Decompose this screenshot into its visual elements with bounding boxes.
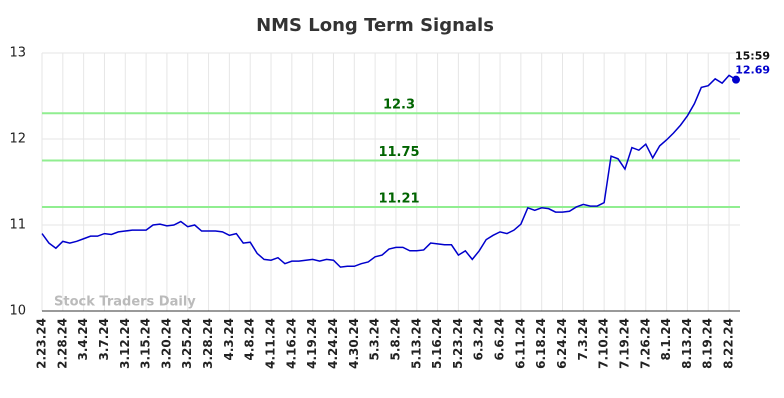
x-tick-label: 4.19.24 xyxy=(305,318,319,369)
last-time: 15:59 xyxy=(735,50,770,63)
y-tick-label: 11 xyxy=(9,218,26,233)
x-tick-label: 5.13.24 xyxy=(409,318,423,369)
x-tick-label: 4.11.24 xyxy=(264,318,278,369)
x-tick-label: 6.6.24 xyxy=(493,318,507,361)
x-tick-label: 3.15.24 xyxy=(139,318,153,369)
chart-title: NMS Long Term Signals xyxy=(256,15,494,36)
x-tick-label: 5.16.24 xyxy=(430,318,444,369)
x-tick-label: 8.22.24 xyxy=(722,318,736,369)
x-tick-label: 7.26.24 xyxy=(638,318,652,369)
x-tick-label: 4.16.24 xyxy=(284,318,298,369)
x-tick-label: 7.19.24 xyxy=(617,318,631,369)
x-tick-label: 5.8.24 xyxy=(388,318,402,361)
x-tick-label: 3.7.24 xyxy=(97,318,111,361)
signal-label: 11.75 xyxy=(378,145,419,160)
x-tick-label: 6.11.24 xyxy=(513,318,527,369)
x-tick-label: 4.3.24 xyxy=(222,318,236,361)
signal-label: 12.3 xyxy=(383,98,415,113)
x-tick-label: 8.19.24 xyxy=(701,318,715,369)
x-tick-label: 5.3.24 xyxy=(368,318,382,361)
y-tick-label: 10 xyxy=(9,304,26,319)
y-tick-label: 13 xyxy=(9,46,26,61)
x-tick-label: 4.24.24 xyxy=(326,318,340,369)
x-tick-label: 3.12.24 xyxy=(118,318,132,369)
x-tick-label: 3.20.24 xyxy=(159,318,173,369)
x-tick-label: 3.28.24 xyxy=(201,318,215,369)
x-tick-label: 2.28.24 xyxy=(55,318,69,369)
watermark: Stock Traders Daily xyxy=(54,295,196,310)
x-tick-label: 6.3.24 xyxy=(472,318,486,361)
x-tick-label: 8.1.24 xyxy=(659,318,673,361)
x-tick-label: 5.23.24 xyxy=(451,318,465,369)
x-tick-label: 7.3.24 xyxy=(576,318,590,361)
x-tick-label: 8.13.24 xyxy=(680,318,694,369)
x-tick-label: 6.18.24 xyxy=(534,318,548,369)
x-tick-label: 6.24.24 xyxy=(555,318,569,369)
y-tick-label: 12 xyxy=(9,132,26,147)
x-tick-label: 3.4.24 xyxy=(76,318,90,361)
x-tick-label: 2.23.24 xyxy=(35,318,49,369)
x-tick-label: 4.8.24 xyxy=(243,318,257,361)
signal-label: 11.21 xyxy=(378,191,419,206)
x-tick-label: 7.10.24 xyxy=(597,318,611,369)
x-tick-label: 4.30.24 xyxy=(347,318,361,369)
x-tick-label: 3.25.24 xyxy=(180,318,194,369)
last-point xyxy=(732,75,740,84)
price-line xyxy=(41,74,737,268)
last-value: 12.69 xyxy=(735,64,770,77)
